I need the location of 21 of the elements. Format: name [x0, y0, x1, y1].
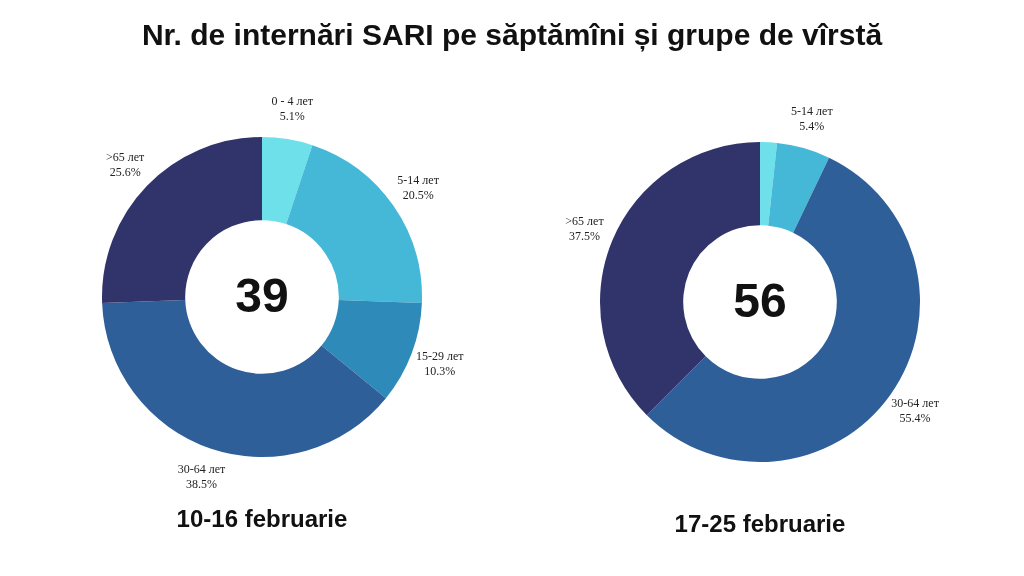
data-label: 5.4%: [799, 118, 825, 133]
data-label: 20.5%: [402, 188, 434, 203]
slice-label: 15-29 лет: [415, 348, 465, 363]
slice-label: 30-64 лет: [891, 396, 940, 411]
text: 10-16 februarie: [175, 505, 349, 533]
slice-label: >65 лет: [105, 149, 146, 164]
data-label: 25.6%: [109, 164, 141, 179]
slice-label: 0 - 4 лет: [271, 94, 314, 109]
slice-label: 5-14 лет: [397, 173, 440, 188]
text: 56: [733, 274, 787, 328]
slice-label: >65 лет: [565, 213, 605, 228]
data-label: 55.4%: [899, 411, 931, 426]
slice-label: 30-64 лет: [177, 461, 227, 476]
slice-label: 5-14 лет: [791, 103, 834, 118]
data-label: 5.1%: [279, 109, 305, 124]
data-label: 38.5%: [186, 476, 218, 491]
data-label: 37.5%: [568, 228, 600, 243]
chart-title: Nr. de internări SARI pe săptămîni și grupe de vîrstă: [140, 18, 884, 52]
text: 39: [235, 269, 289, 323]
data-label: 10.3%: [424, 363, 456, 378]
text: 17-25 februarie: [673, 510, 847, 538]
